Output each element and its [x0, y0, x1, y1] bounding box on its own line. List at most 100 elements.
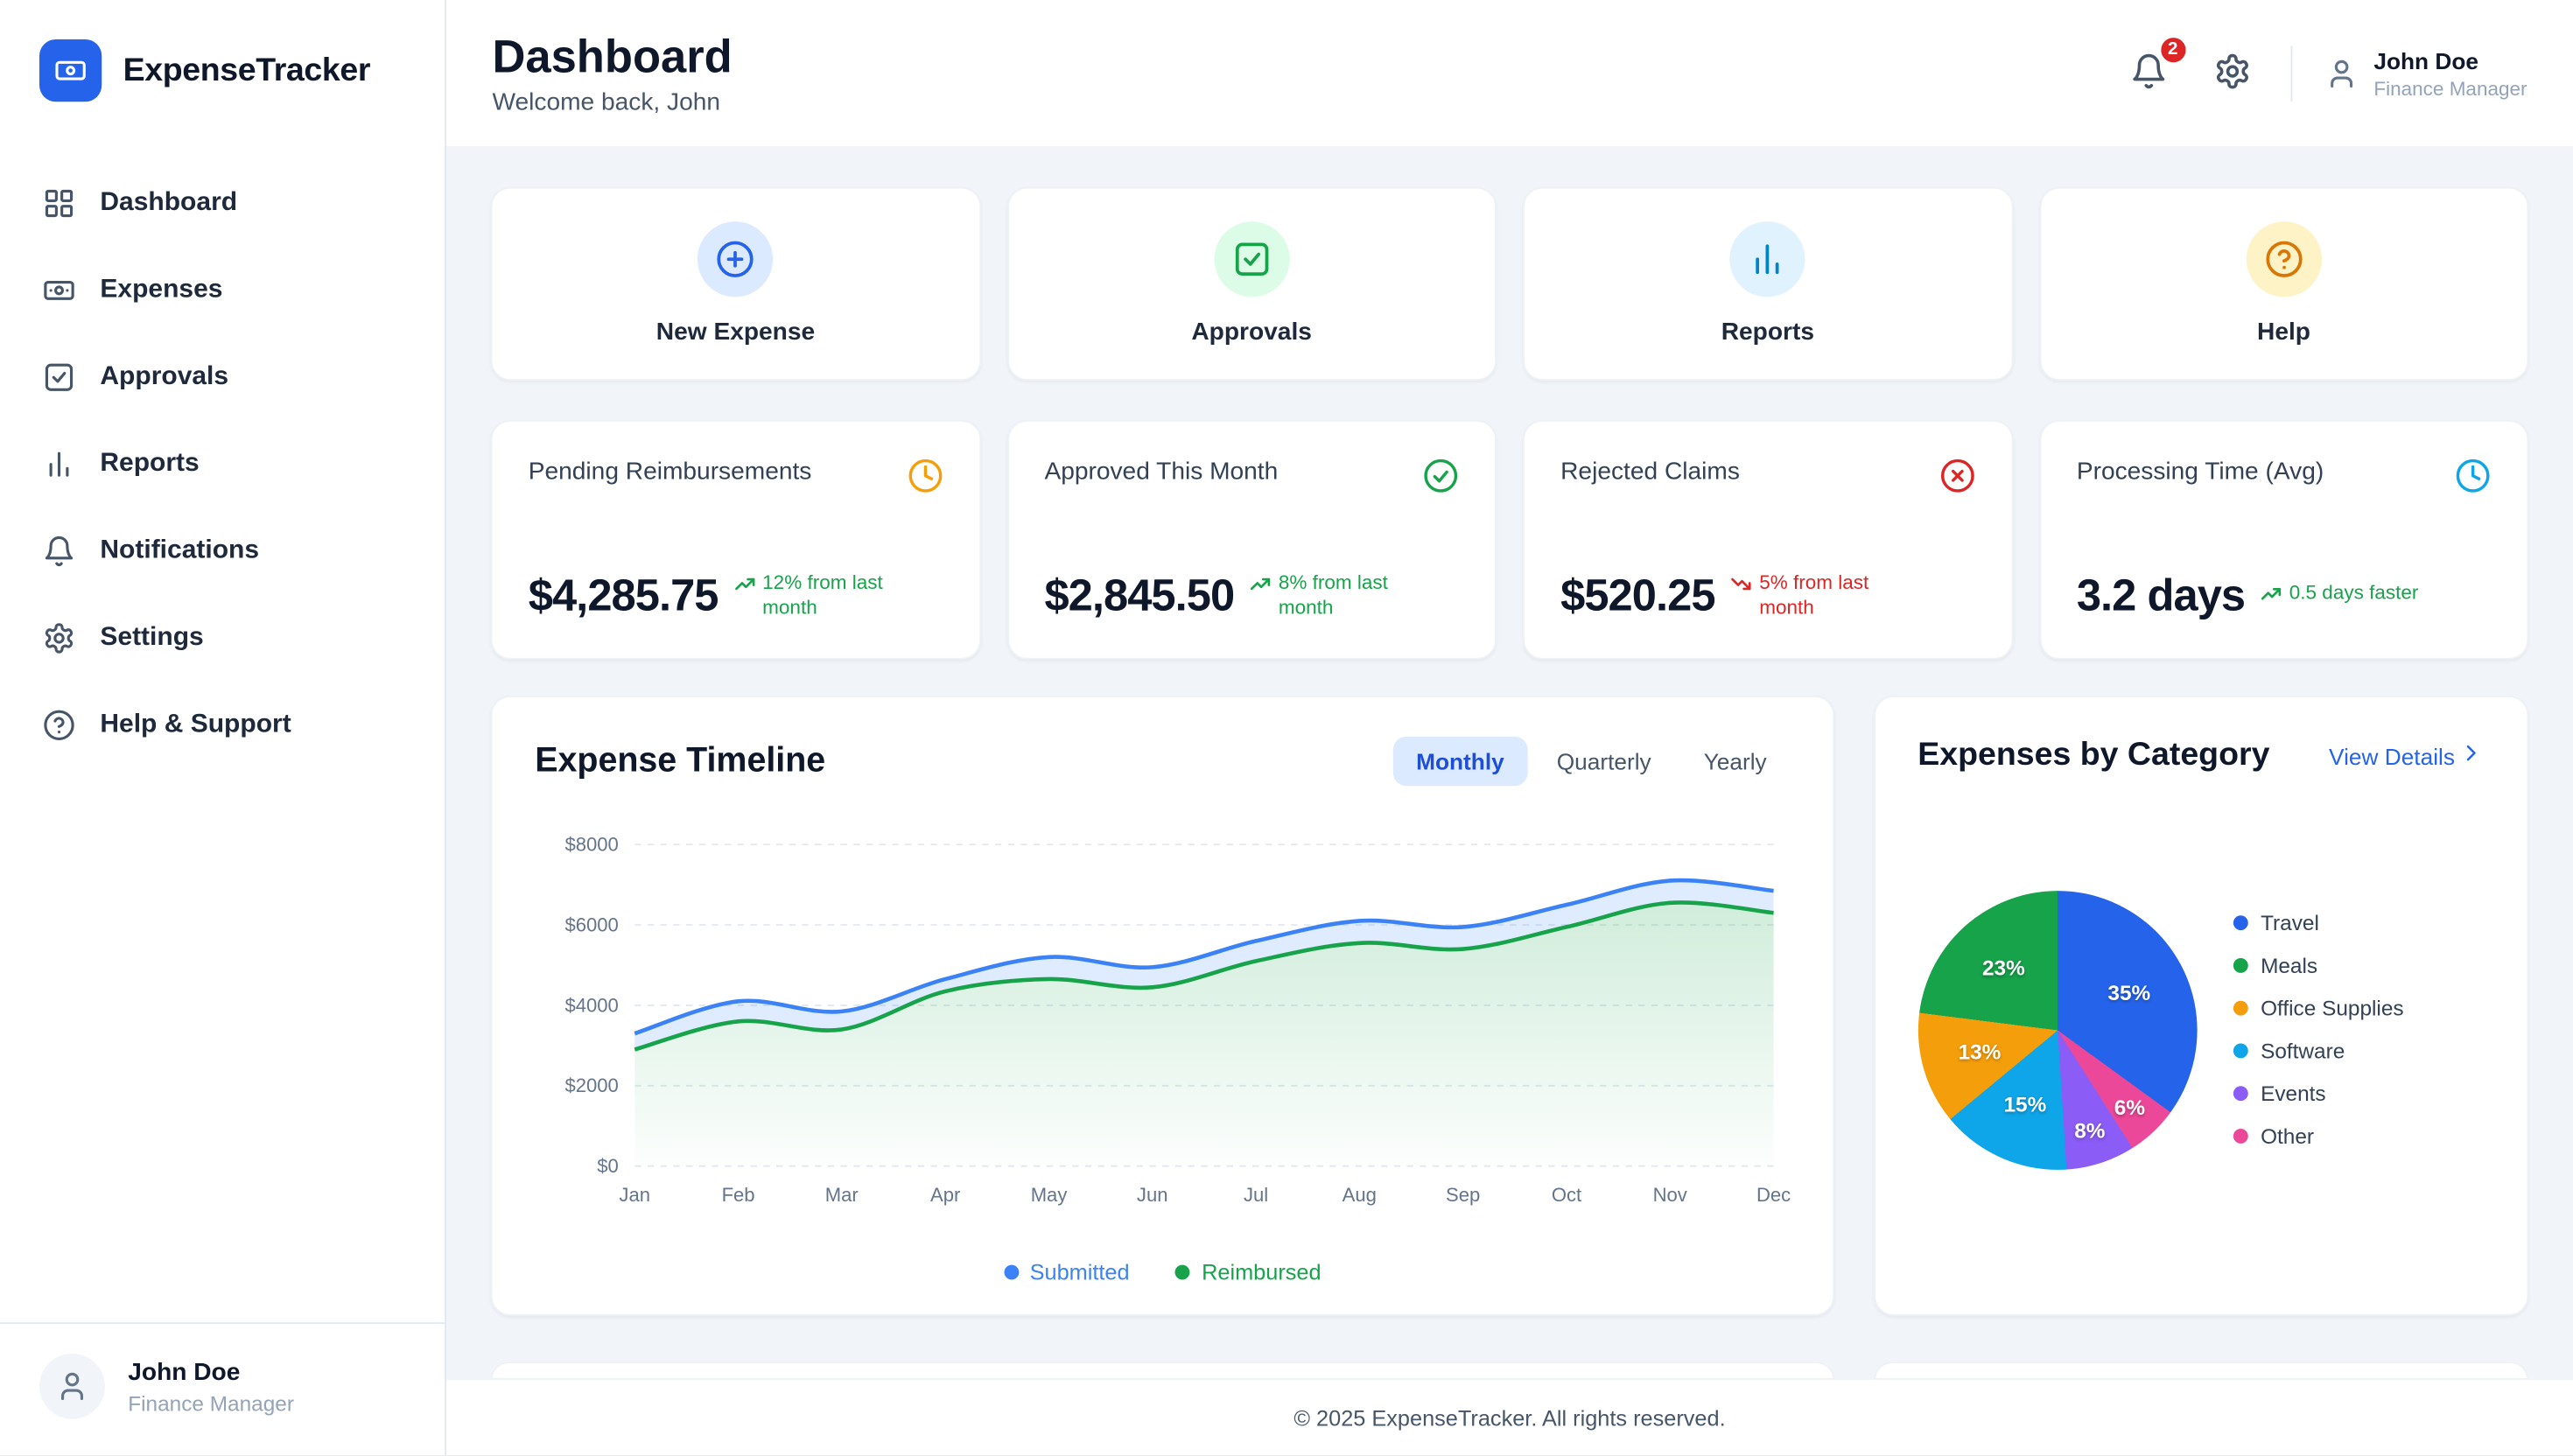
svg-text:$8000: $8000: [565, 833, 619, 855]
svg-text:$2000: $2000: [565, 1074, 619, 1096]
user-avatar: [39, 1353, 105, 1419]
clock-icon: [907, 458, 943, 502]
user-name: John Doe: [128, 1357, 241, 1386]
quick-action-new-expense[interactable]: New Expense: [490, 186, 981, 381]
expense-timeline-card: Expense Timeline Monthly Quarterly Yearl…: [490, 696, 1834, 1316]
category-legend: Travel Meals Office Supplies Software Events…: [2233, 910, 2404, 1149]
sidebar-nav: Dashboard Expenses Approvals Reports Not…: [0, 102, 445, 758]
check-square-icon: [43, 361, 76, 395]
quick-action-help[interactable]: Help: [2038, 186, 2529, 381]
expense-timeline-chart: $0 $2000 $4000 $6000 $8000 Jan Feb Mar Apr May Jun…: [535, 799, 1790, 1253]
sidebar-item-approvals[interactable]: Approvals: [26, 345, 418, 410]
bell-icon: [43, 535, 76, 568]
timeline-title: Expense Timeline: [535, 741, 826, 780]
category-pie-chart: 35% 6% 8% 15% 13% 23%: [1917, 890, 2197, 1169]
app-logo: ExpenseTracker: [0, 39, 445, 102]
quick-action-approvals[interactable]: Approvals: [1006, 186, 1497, 381]
notifications-button[interactable]: 2: [2123, 33, 2189, 102]
stat-trend: 8% from last month: [1249, 570, 1416, 621]
sidebar-item-help-support[interactable]: Help & Support: [26, 692, 418, 758]
bar-chart-icon: [43, 448, 76, 481]
settings-button[interactable]: [2206, 46, 2257, 102]
stat-value: $2,845.50: [1044, 570, 1235, 620]
app-title: ExpenseTracker: [123, 52, 371, 88]
quick-action-reports[interactable]: Reports: [1523, 186, 2013, 381]
submitted-dot-icon: [1003, 1264, 1019, 1280]
legend-label: Travel: [2261, 910, 2319, 935]
partial-card: [490, 1362, 1834, 1380]
check-circle-icon: [1423, 458, 1459, 502]
user-icon: [2324, 57, 2358, 90]
trending-up-icon: [2260, 580, 2282, 612]
help-circle-icon: [43, 709, 76, 742]
legend-label: Meals: [2261, 953, 2318, 978]
header-user-name: John Doe: [2373, 46, 2478, 74]
legend-dot-icon: [2233, 1086, 2248, 1102]
stat-value: $520.25: [1560, 570, 1715, 620]
tab-quarterly[interactable]: Quarterly: [1533, 737, 1673, 786]
legend-dot-icon: [2233, 1129, 2248, 1144]
page-title: Dashboard: [492, 30, 733, 81]
legend-item-submitted: Submitted: [1003, 1260, 1130, 1284]
header-user-menu[interactable]: John Doe Finance Manager: [2324, 46, 2527, 99]
svg-text:$4000: $4000: [565, 994, 619, 1016]
stat-value: $4,285.75: [528, 570, 719, 620]
stat-title: Rejected Claims: [1560, 458, 1740, 486]
sidebar-item-expenses[interactable]: Expenses: [26, 257, 418, 323]
sidebar-item-label: Reports: [100, 449, 200, 478]
tab-yearly[interactable]: Yearly: [1680, 737, 1790, 786]
stat-title: Processing Time (Avg): [2076, 458, 2324, 486]
svg-text:Apr: Apr: [930, 1184, 960, 1206]
pie-percent-label: 13%: [1958, 1040, 2002, 1065]
check-square-icon: [1214, 221, 1290, 298]
svg-text:$6000: $6000: [565, 914, 619, 935]
charts-row: Expense Timeline Monthly Quarterly Yearl…: [490, 696, 2529, 1316]
partial-card: [1873, 1362, 2529, 1380]
tab-monthly[interactable]: Monthly: [1392, 736, 1527, 787]
stat-card-approved-this-month: Approved This Month $2,845.50 8% from la…: [1006, 420, 1497, 660]
view-details-link[interactable]: View Details: [2329, 740, 2485, 772]
sidebar-user-profile[interactable]: John Doe Finance Manager: [0, 1322, 445, 1455]
legend-item: Software: [2233, 1039, 2403, 1063]
expenses-by-category-card: Expenses by Category View Details 35% 6% 8…: [1873, 696, 2529, 1316]
legend-dot-icon: [2233, 915, 2248, 931]
category-title: Expenses by Category: [1917, 736, 2270, 774]
bar-chart-icon: [1729, 221, 1805, 298]
stat-trend: 0.5 days faster: [2260, 580, 2418, 612]
svg-text:May: May: [1031, 1184, 1068, 1206]
svg-text:Nov: Nov: [1653, 1184, 1687, 1206]
svg-text:Aug: Aug: [1343, 1184, 1377, 1206]
legend-item: Other: [2233, 1124, 2403, 1149]
legend-item: Office Supplies: [2233, 996, 2404, 1020]
sidebar-item-notifications[interactable]: Notifications: [26, 519, 418, 584]
svg-text:Dec: Dec: [1756, 1184, 1790, 1206]
quick-action-label: Help: [2257, 318, 2310, 346]
trending-up-icon: [1249, 570, 1272, 621]
sidebar-item-reports[interactable]: Reports: [26, 431, 418, 497]
legend-item: Events: [2233, 1082, 2403, 1106]
header-divider: [2289, 45, 2292, 102]
legend-item-reimbursed: Reimbursed: [1175, 1260, 1322, 1284]
sidebar-item-dashboard[interactable]: Dashboard: [26, 171, 418, 236]
plus-circle-icon: [698, 221, 774, 298]
banknote-logo-icon: [39, 39, 102, 102]
svg-text:Mar: Mar: [825, 1184, 859, 1206]
gear-icon: [2213, 52, 2251, 94]
quick-actions-row: New Expense Approvals Reports Help: [490, 186, 2529, 381]
trending-down-icon: [1729, 570, 1752, 621]
help-circle-icon: [2246, 221, 2322, 298]
pie-percent-label: 15%: [2003, 1091, 2047, 1116]
main-area: Dashboard Welcome back, John 2 John Doe …: [446, 0, 2573, 1456]
quick-action-label: Reports: [1721, 318, 1814, 346]
sidebar-item-label: Help & Support: [100, 710, 291, 738]
sidebar-item-settings[interactable]: Settings: [26, 606, 418, 671]
stat-trend: 5% from last month: [1729, 570, 1896, 621]
dashboard-content: New Expense Approvals Reports Help: [446, 146, 2573, 1380]
reimbursed-dot-icon: [1175, 1264, 1190, 1280]
svg-text:$0: $0: [597, 1155, 619, 1177]
page-subtitle: Welcome back, John: [492, 88, 721, 116]
pie-percent-label: 23%: [1981, 956, 2025, 982]
stat-title: Approved This Month: [1044, 458, 1279, 486]
stats-row: Pending Reimbursements $4,285.75 12% fro…: [490, 420, 2529, 660]
